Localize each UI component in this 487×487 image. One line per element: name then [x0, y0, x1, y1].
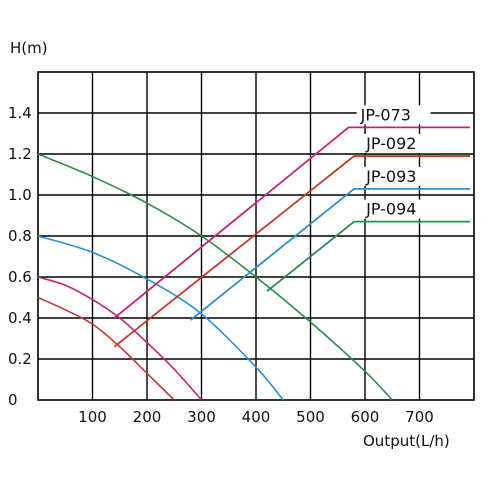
legend-label-bg — [362, 134, 437, 154]
x-tick-label: 300 — [187, 408, 216, 426]
legend-label-bg — [362, 199, 437, 219]
y-tick-label: 0.6 — [8, 268, 32, 286]
x-tick-label: 200 — [133, 408, 162, 426]
y-tick-label: 0.8 — [8, 227, 32, 245]
legend-leader-jp-094 — [266, 220, 470, 293]
legend-label-bg — [356, 105, 431, 125]
y-axis-label: H(m) — [10, 39, 48, 57]
tick-labels: 100 200 300 400 500 600 700 0 0.2 0.4 0.6 0.8 1.0 1.2… — [8, 104, 434, 426]
x-tick-label: 700 — [405, 408, 434, 426]
y-tick-label: 0 — [8, 391, 18, 409]
legend-label-jp-094: JP-094 — [365, 200, 416, 219]
y-tick-label: 1.4 — [8, 104, 32, 122]
series-line-jp-073 — [37, 276, 203, 401]
x-tick-label: 500 — [296, 408, 325, 426]
legend-label-jp-093: JP-093 — [365, 167, 416, 186]
x-tick-label: 100 — [78, 408, 107, 426]
series-line-jp-092 — [37, 296, 175, 401]
series-line-jp-094 — [37, 153, 393, 401]
legend-label-bg — [362, 166, 437, 186]
legend-label-jp-073: JP-073 — [360, 105, 411, 124]
y-tick-label: 0.4 — [8, 309, 32, 327]
grid — [37, 71, 475, 401]
y-tick-label: 0.2 — [8, 350, 32, 368]
legend-leader-jp-073 — [113, 126, 470, 319]
legend-leader-jp-092 — [113, 155, 470, 348]
legend-label-jp-092: JP-092 — [365, 134, 416, 153]
x-tick-label: 600 — [351, 408, 380, 426]
x-tick-label: 400 — [242, 408, 271, 426]
series-lines — [37, 153, 393, 401]
x-axis-label: Output(L/h) — [363, 432, 450, 450]
legend-leader-jp-093 — [190, 187, 470, 321]
legend: JP-073 JP-092 JP-093 JP-094 — [113, 105, 470, 348]
y-tick-label: 1.0 — [8, 186, 32, 204]
y-tick-label: 1.2 — [8, 145, 32, 163]
